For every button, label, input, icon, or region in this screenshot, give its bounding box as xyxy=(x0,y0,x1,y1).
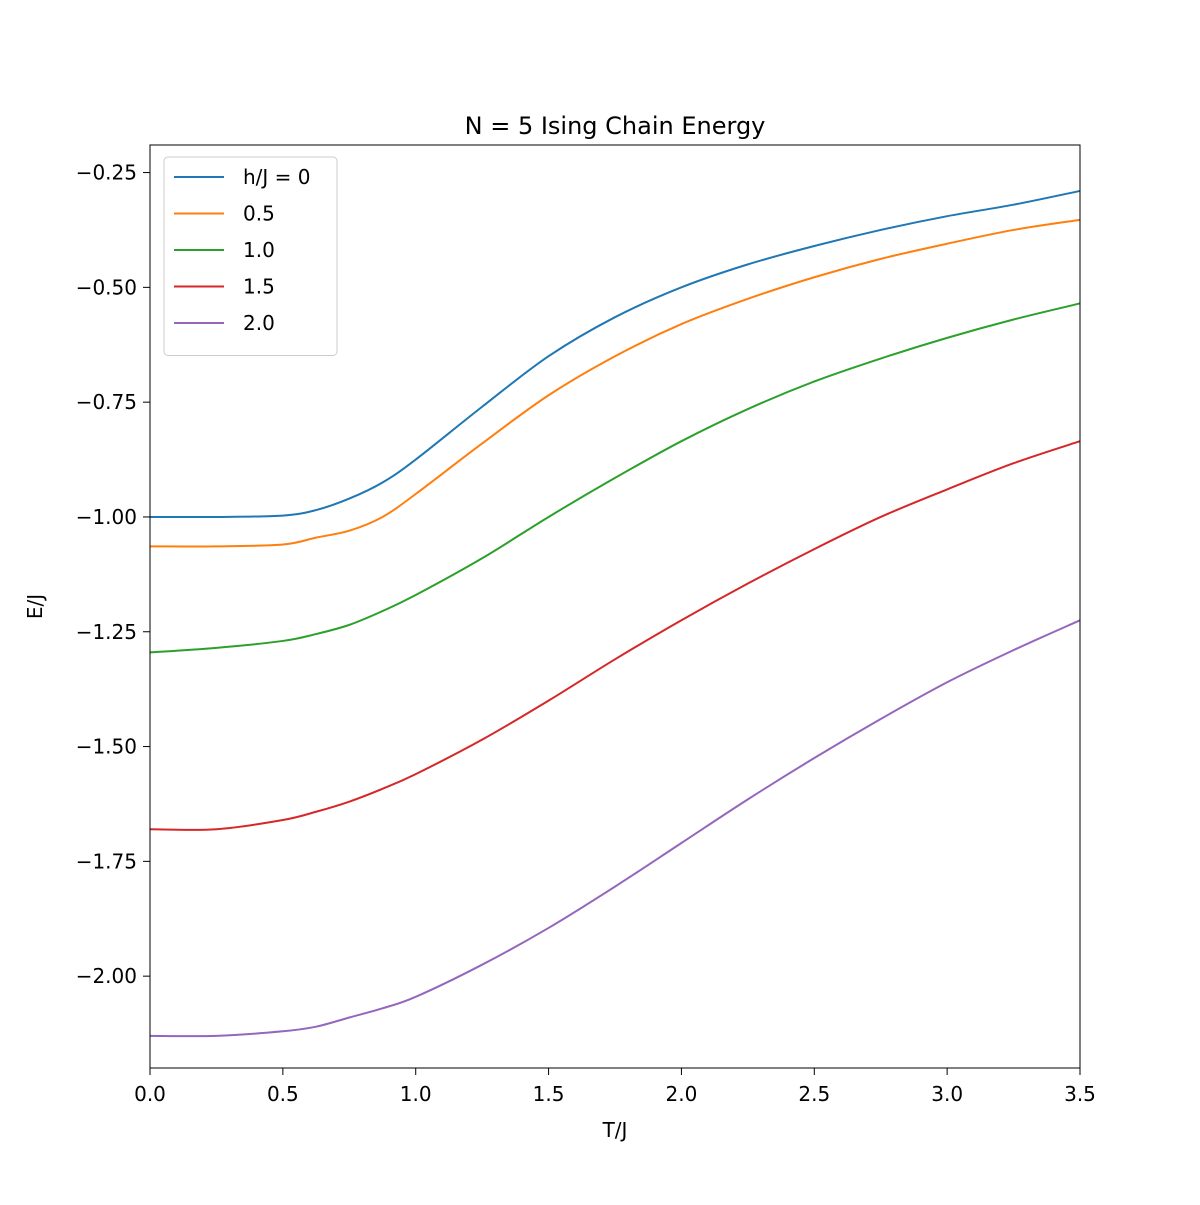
legend-label-3: 1.5 xyxy=(243,275,275,299)
x-tick-label: 0.0 xyxy=(134,1082,166,1106)
legend: h/J = 0 0.5 1.0 1.5 2.0 xyxy=(163,156,338,356)
axes-frame xyxy=(149,144,1081,1069)
series-line-3 xyxy=(149,440,1081,831)
x-tick-label: 3.0 xyxy=(931,1082,963,1106)
legend-label-0: h/J = 0 xyxy=(243,165,311,189)
y-tick-label: −0.75 xyxy=(76,390,137,414)
y-tick-label: −1.25 xyxy=(76,620,137,644)
plot-area xyxy=(149,144,1081,1069)
y-tick-label: −0.25 xyxy=(76,161,137,185)
series-line-1 xyxy=(149,218,1081,548)
legend-box xyxy=(163,156,338,356)
y-tick-label: −1.00 xyxy=(76,505,137,529)
x-axis-label: T/J xyxy=(602,1118,628,1142)
series-line-2 xyxy=(149,302,1081,654)
x-tick-label: 0.5 xyxy=(267,1082,299,1106)
legend-label-1: 0.5 xyxy=(243,202,275,226)
series-line-0 xyxy=(149,189,1081,519)
legend-label-4: 2.0 xyxy=(243,311,275,335)
chart-title: N = 5 Ising Chain Energy xyxy=(465,112,766,140)
x-tick-label: 1.0 xyxy=(400,1082,432,1106)
x-tick-label: 3.5 xyxy=(1064,1082,1096,1106)
y-tick-label: −1.75 xyxy=(76,849,137,873)
y-tick-label: −1.50 xyxy=(76,735,137,759)
x-axis: 0.0 0.5 1.0 1.5 2.0 2.5 3.0 3.5 xyxy=(134,1068,1096,1106)
legend-label-2: 1.0 xyxy=(243,238,275,262)
y-tick-label: −0.50 xyxy=(76,275,137,299)
x-tick-label: 2.0 xyxy=(666,1082,698,1106)
series-line-4 xyxy=(149,619,1081,1038)
y-tick-label: −2.00 xyxy=(76,964,137,988)
y-axis-label: E/J xyxy=(23,594,47,619)
x-tick-label: 1.5 xyxy=(533,1082,565,1106)
y-axis: −2.00 −1.75 −1.50 −1.25 −1.00 −0.75 −0.50 −0.25 xyxy=(76,161,150,988)
x-tick-label: 2.5 xyxy=(798,1082,830,1106)
